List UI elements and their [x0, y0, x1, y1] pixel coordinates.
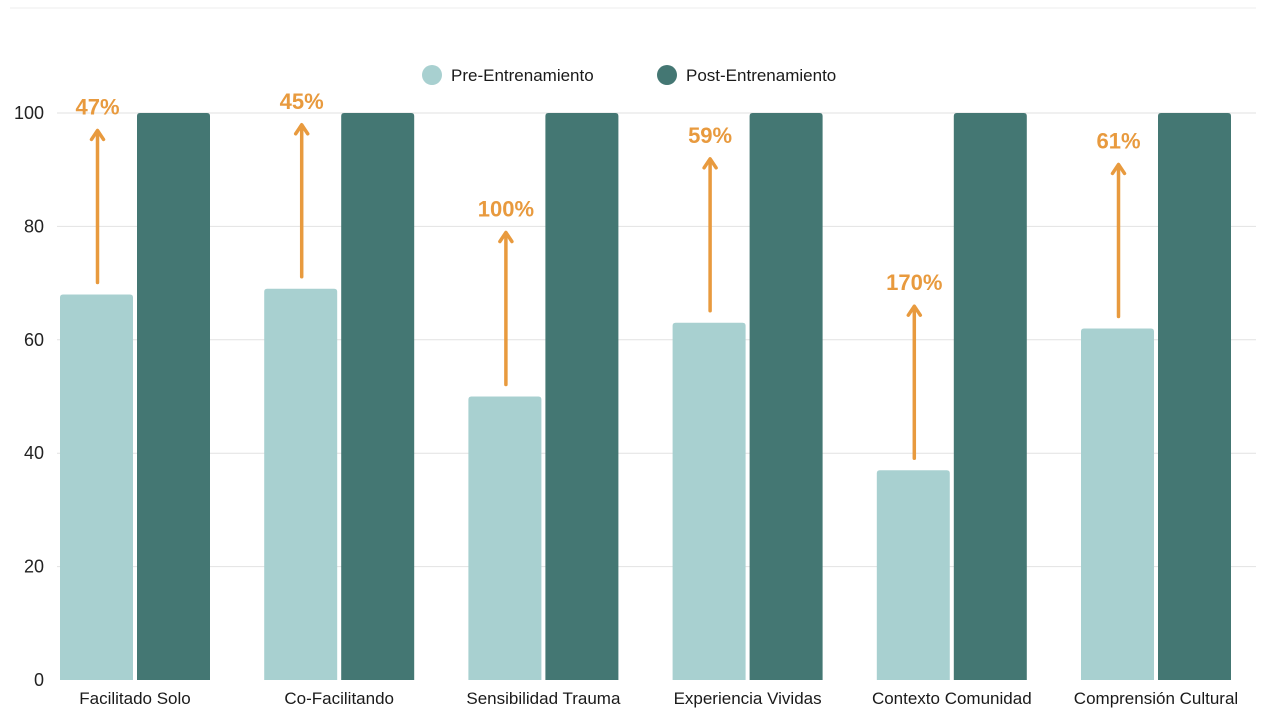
bar-post-entrenamiento — [1158, 113, 1231, 680]
percent-change-label: 61% — [1096, 128, 1140, 153]
change-arrow-head — [89, 128, 106, 142]
x-category-label: Experiencia Vividas — [674, 689, 822, 708]
bar-pre-entrenamiento — [672, 322, 746, 680]
y-tick-label: 20 — [24, 557, 44, 577]
legend-swatch-post — [657, 65, 677, 85]
legend-swatch-pre — [422, 65, 442, 85]
percent-change-label: 100% — [478, 197, 534, 222]
y-tick-label: 40 — [24, 443, 44, 463]
bar-post-entrenamiento — [749, 113, 823, 680]
change-arrow-head — [498, 230, 514, 244]
x-category-label: Co-Facilitando — [284, 689, 394, 708]
bar-post-entrenamiento — [341, 113, 415, 680]
change-arrow-head — [702, 157, 718, 170]
y-tick-label: 0 — [34, 670, 44, 690]
x-category-label: Contexto Comunidad — [872, 689, 1032, 708]
change-arrow-head — [293, 123, 310, 136]
percent-change-label: 45% — [280, 89, 324, 114]
percent-change-label: 170% — [886, 270, 942, 295]
bar-pre-entrenamiento — [60, 294, 133, 680]
legend-label-pre: Pre-Entrenamiento — [451, 66, 594, 85]
change-arrow-head — [906, 304, 923, 317]
x-category-label: Comprensión Cultural — [1074, 689, 1238, 708]
x-category-label: Sensibilidad Trauma — [466, 689, 621, 708]
percent-change-label: 47% — [75, 94, 119, 119]
bar-pre-entrenamiento — [1081, 328, 1154, 680]
y-tick-label: 100 — [14, 103, 44, 123]
bar-post-entrenamiento — [545, 113, 619, 680]
bar-pre-entrenamiento — [264, 288, 338, 680]
x-category-label: Facilitado Solo — [79, 689, 191, 708]
legend-label-post: Post-Entrenamiento — [686, 66, 836, 85]
bar-pre-entrenamiento — [876, 470, 950, 680]
bar-post-entrenamiento — [953, 113, 1027, 680]
change-arrow-head — [1110, 162, 1127, 176]
percent-change-label: 59% — [688, 123, 732, 148]
bar-pre-entrenamiento — [468, 396, 542, 680]
y-tick-label: 60 — [24, 330, 44, 350]
bar-post-entrenamiento — [137, 113, 210, 680]
y-tick-label: 80 — [24, 216, 44, 236]
